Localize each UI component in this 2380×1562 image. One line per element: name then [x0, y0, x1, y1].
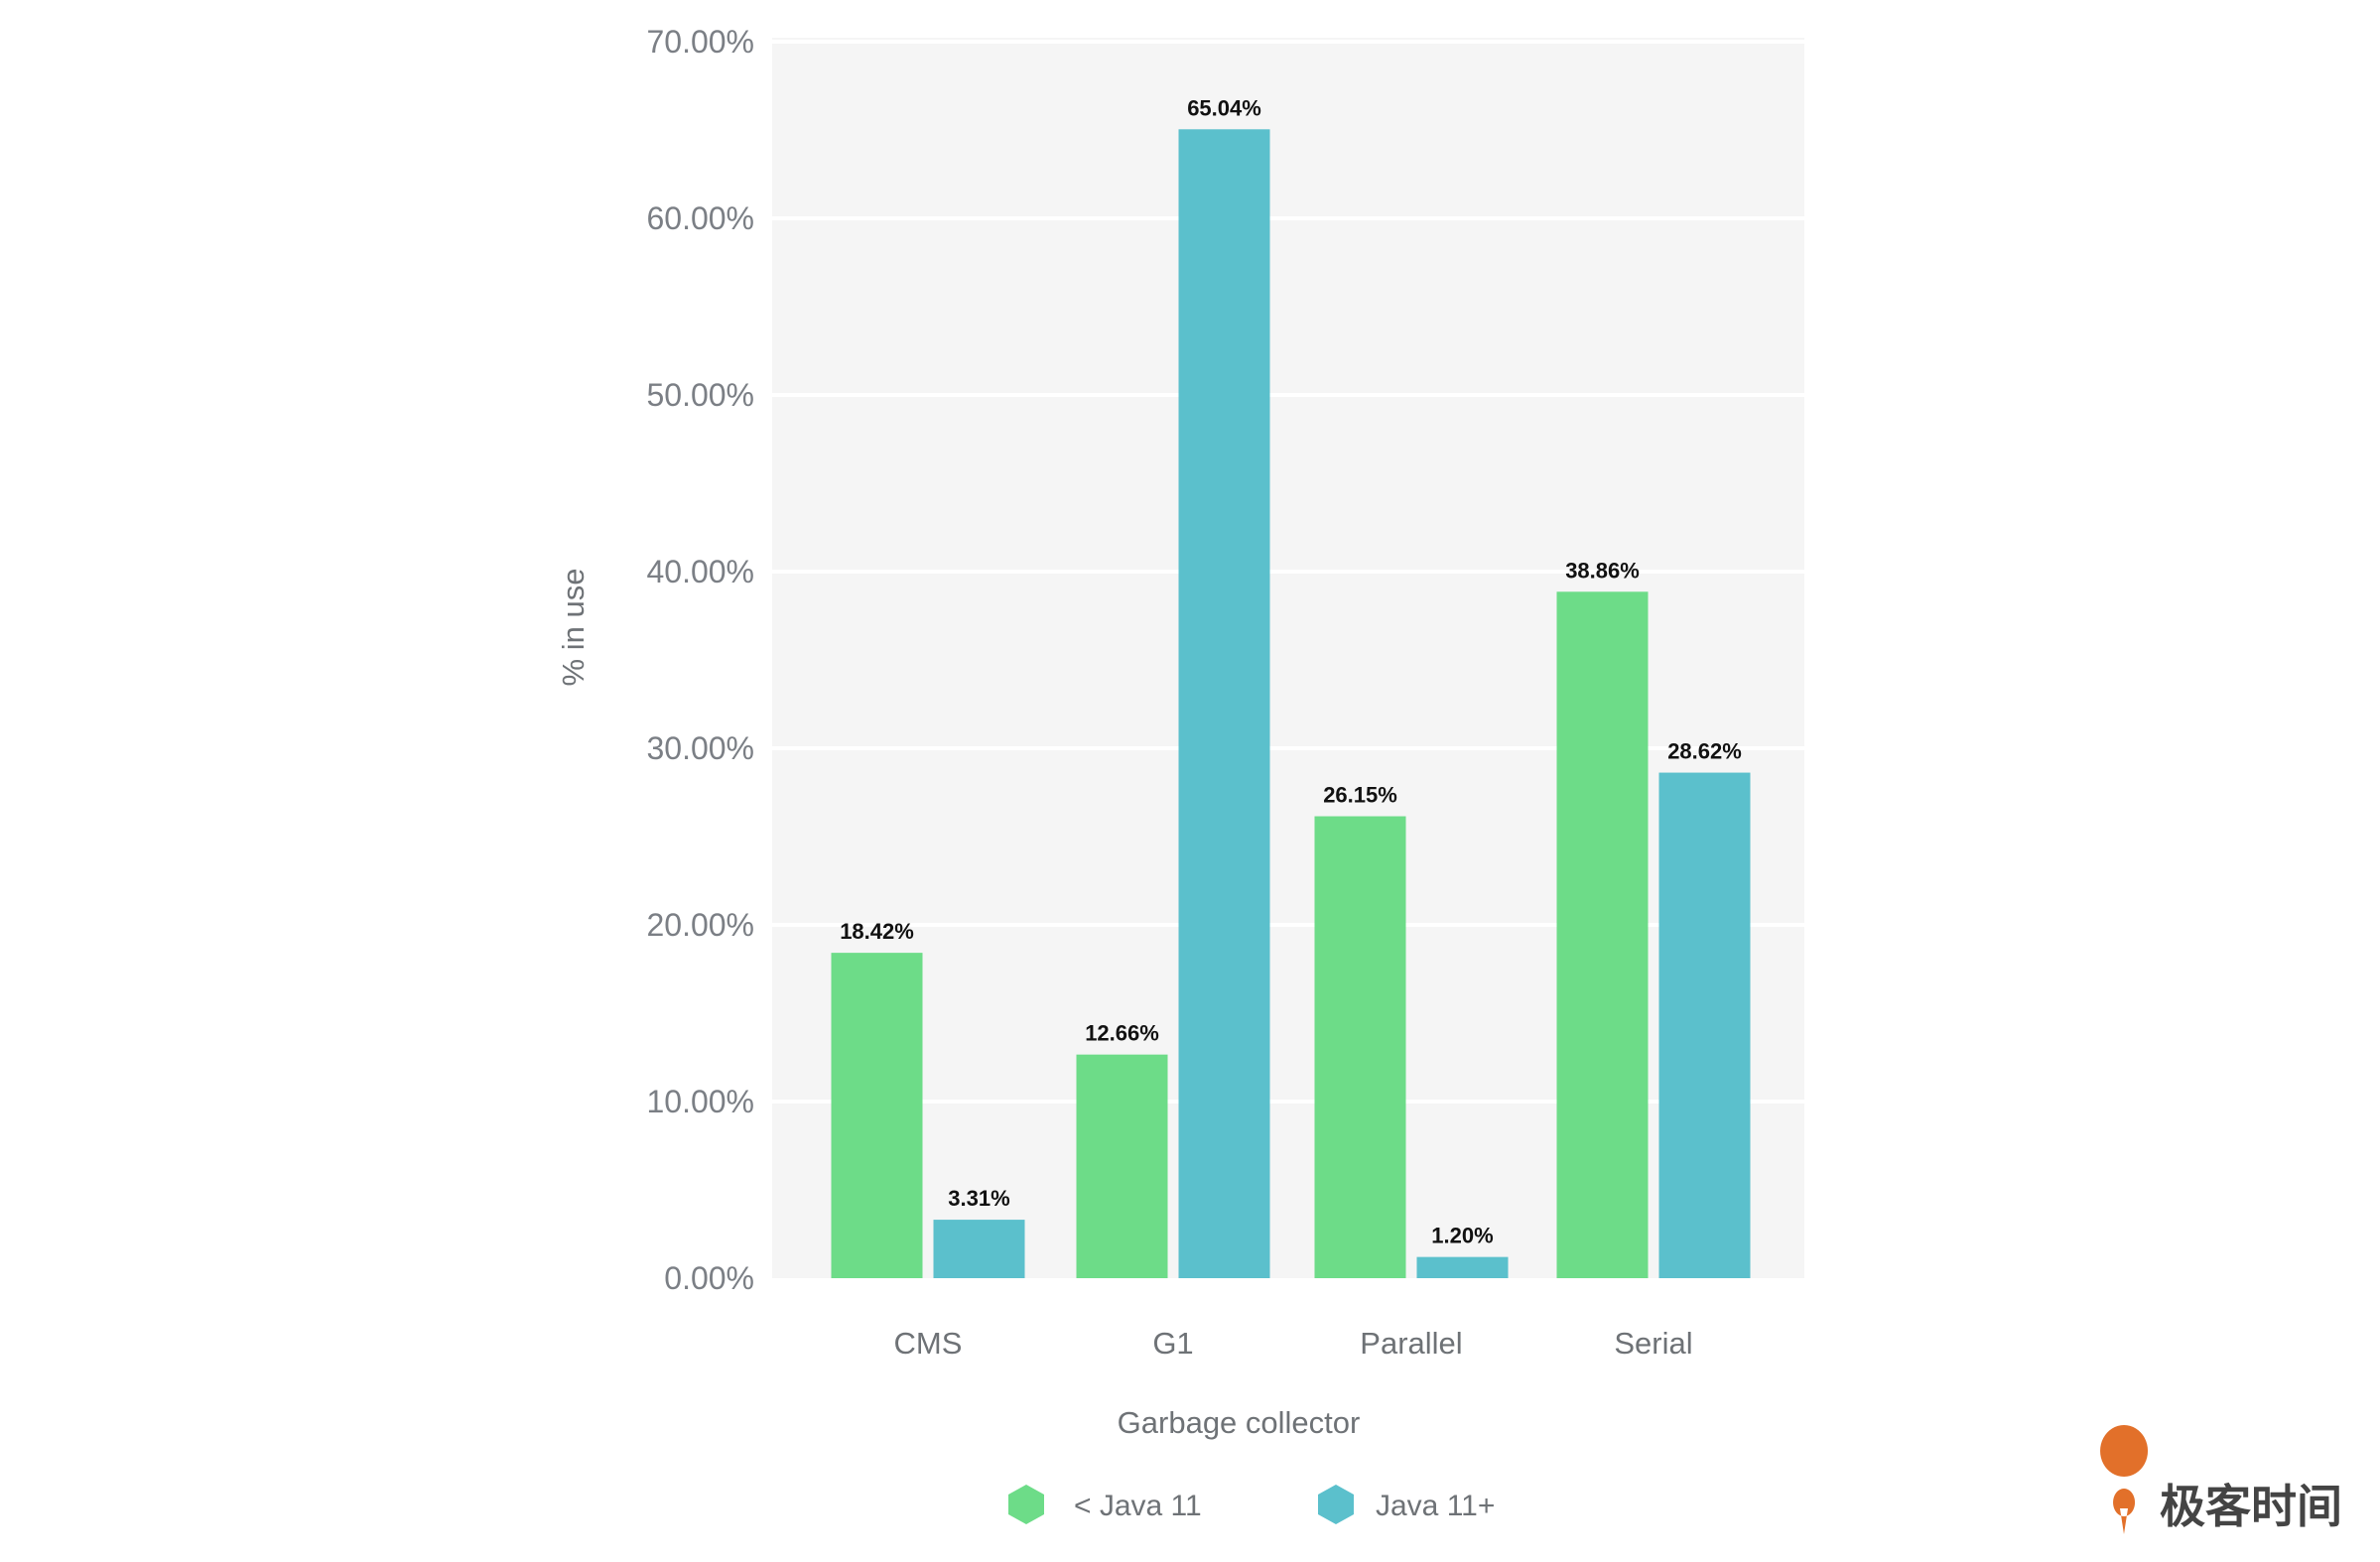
legend: < Java 11 Java 11+	[1008, 1485, 1495, 1524]
y-tick-label: 70.00%	[646, 24, 754, 60]
bar-serial-series-1	[1658, 772, 1751, 1278]
legend-label: < Java 11	[1074, 1490, 1202, 1522]
x-axis-label: Garbage collector	[1118, 1405, 1361, 1440]
data-label: 65.04%	[1187, 95, 1261, 120]
x-tick-label: Parallel	[1360, 1326, 1462, 1361]
bar-serial-series-0	[1556, 591, 1649, 1278]
data-label: 12.66%	[1085, 1021, 1159, 1046]
plot-background	[772, 38, 1804, 1278]
y-tick-label: 30.00%	[646, 730, 754, 766]
data-label: 28.62%	[1667, 739, 1742, 764]
y-tick-label: 60.00%	[646, 200, 754, 236]
x-tick-label: G1	[1152, 1326, 1193, 1361]
data-label: 26.15%	[1323, 783, 1397, 808]
svg-text:极客时间: 极客时间	[2160, 1481, 2342, 1532]
bar-parallel-series-0	[1314, 816, 1406, 1278]
data-label: 18.42%	[840, 919, 914, 944]
legend-hexagon-icon	[1318, 1485, 1354, 1524]
bar-cms-series-1	[933, 1220, 1025, 1278]
data-label: 38.86%	[1565, 558, 1640, 583]
bar-parallel-series-1	[1416, 1256, 1509, 1278]
geektime-logo: 极客时间	[2100, 1425, 2342, 1534]
y-tick-label: 40.00%	[646, 554, 754, 589]
x-tick-label: Serial	[1614, 1326, 1692, 1361]
data-label: 3.31%	[948, 1186, 1009, 1211]
bar-g1-series-1	[1178, 129, 1270, 1279]
legend-hexagon-icon	[1008, 1485, 1044, 1524]
legend-label: Java 11+	[1376, 1490, 1495, 1522]
y-tick-label: 50.00%	[646, 377, 754, 413]
x-tick-label: CMS	[894, 1326, 963, 1361]
y-tick-label: 10.00%	[646, 1084, 754, 1119]
bar-cms-series-0	[831, 953, 923, 1278]
y-axis-label: % in use	[556, 569, 591, 687]
bar-g1-series-0	[1076, 1054, 1168, 1278]
logo-mark-icon	[2100, 1425, 2149, 1534]
legend-item-java-lt-11[interactable]: < Java 11	[1008, 1485, 1202, 1524]
legend-item-java-11-plus[interactable]: Java 11+	[1318, 1485, 1495, 1524]
data-label: 1.20%	[1431, 1224, 1493, 1248]
y-tick-label: 20.00%	[646, 907, 754, 943]
y-tick-label: 0.00%	[664, 1260, 754, 1296]
